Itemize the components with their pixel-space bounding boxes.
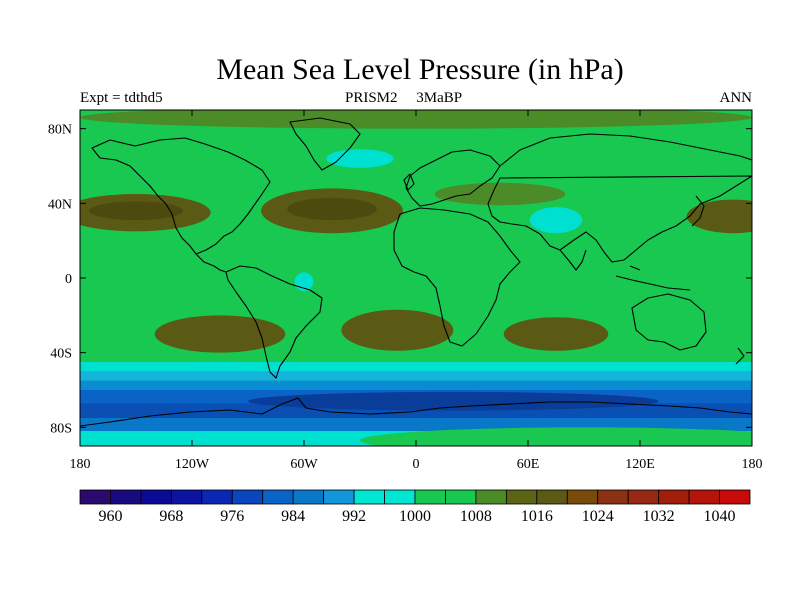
- x-tick-label: 60E: [517, 457, 540, 472]
- map-title: Mean Sea Level Pressure (in hPa): [216, 53, 624, 86]
- scenario-label: PRISM2 3MaBP: [345, 90, 463, 106]
- pressure-band-2: [80, 380, 752, 390]
- colorbar-swatch: [658, 489, 690, 505]
- antarctic-interior-high: [360, 427, 752, 446]
- coastline-south-america: [225, 265, 323, 379]
- coastlines: [80, 117, 752, 427]
- colorbar-label: 976: [220, 508, 244, 525]
- coastline-europe: [405, 149, 501, 207]
- greenland-low: [326, 149, 394, 168]
- pressure-field: [80, 110, 752, 446]
- x-tick-label: 0: [413, 457, 420, 472]
- coastline-central-america: [195, 253, 227, 273]
- colorbar-label: 960: [98, 508, 122, 525]
- coastline-uk: [403, 173, 415, 191]
- y-tick-label: 0: [65, 272, 72, 287]
- colorbar-swatch: [597, 489, 629, 505]
- colorbar-label: 1008: [460, 508, 492, 525]
- north-atlantic-high-inner: [287, 197, 377, 221]
- colorbar: 960 968 976 984 992 1000 1008 1016 1024 1032 1040: [79, 489, 751, 525]
- colorbar-swatch: [292, 489, 325, 505]
- colorbar-label: 1032: [643, 508, 675, 525]
- colorbar-swatch: [566, 489, 599, 505]
- colorbar-swatch: [505, 489, 538, 505]
- coastline-india: [559, 249, 587, 271]
- colorbar-label: 1024: [582, 508, 614, 525]
- colorbar-swatch: [201, 489, 233, 505]
- coastline-japan: [691, 195, 705, 227]
- coastline-indonesia: [615, 265, 691, 291]
- north-pacific-high-inner: [89, 201, 183, 221]
- colorbar-swatch: [140, 489, 172, 505]
- coastline-greenland: [289, 117, 361, 171]
- x-tick-label: 180: [70, 457, 91, 472]
- colorbar-swatch: [475, 489, 507, 505]
- colorbar-label: 1016: [521, 508, 553, 525]
- colorbar-swatch: [110, 489, 142, 505]
- x-tick-label: 120E: [625, 457, 655, 472]
- x-tick-label: 120W: [175, 457, 210, 472]
- colorbar-swatch: [170, 489, 203, 505]
- colorbar-swatch: [384, 489, 416, 505]
- y-tick-label: 40S: [50, 347, 72, 362]
- experiment-label: Expt = tdthd5: [80, 90, 163, 106]
- south-pacific-high: [154, 315, 286, 353]
- colorbar-swatch: [323, 489, 355, 505]
- colorbar-label: 1040: [704, 508, 736, 525]
- coastline-australia: [631, 293, 707, 351]
- colorbar-swatch: [414, 489, 446, 505]
- coastline-asia: [487, 133, 752, 263]
- colorbar-swatch: [231, 489, 264, 505]
- colorbar-swatch: [719, 489, 751, 505]
- x-tick-label: 180: [742, 457, 763, 472]
- map-axes: 180 120W 60W 0 60E 120E 180 80N 40N 0 40S 80S: [48, 110, 763, 472]
- coastline-north-america: [91, 137, 271, 255]
- colorbar-label: 968: [159, 508, 183, 525]
- colorbar-label: 992: [342, 508, 366, 525]
- colorbar-swatch: [536, 489, 568, 505]
- arctic-ridge: [80, 110, 752, 129]
- pressure-band-0: [80, 362, 752, 372]
- colorbar-label: 984: [281, 508, 305, 525]
- colorbar-swatch: [79, 489, 111, 505]
- pressure-band-1: [80, 371, 752, 381]
- colorbar-swatch: [627, 489, 660, 505]
- colorbar-swatch: [353, 489, 385, 505]
- coastline-new-zealand: [735, 347, 745, 365]
- colorbar-swatch: [445, 489, 477, 505]
- coastline-africa: [393, 207, 521, 347]
- south-atlantic-high: [341, 309, 454, 351]
- colorbar-swatch: [262, 489, 294, 505]
- colorbar-label: 1000: [399, 508, 431, 525]
- east-asian-high: [434, 182, 566, 206]
- southern-low-core: [248, 391, 659, 411]
- y-tick-label: 40N: [48, 197, 72, 212]
- season-label: ANN: [719, 90, 753, 106]
- y-tick-label: 80N: [48, 123, 72, 138]
- colorbar-swatch: [688, 489, 720, 505]
- indian-ocean-high: [503, 317, 609, 351]
- x-tick-label: 60W: [290, 457, 318, 472]
- coastline-antarctica: [80, 397, 752, 427]
- y-tick-label: 80S: [50, 421, 72, 436]
- asian-thermal-low: [529, 207, 583, 234]
